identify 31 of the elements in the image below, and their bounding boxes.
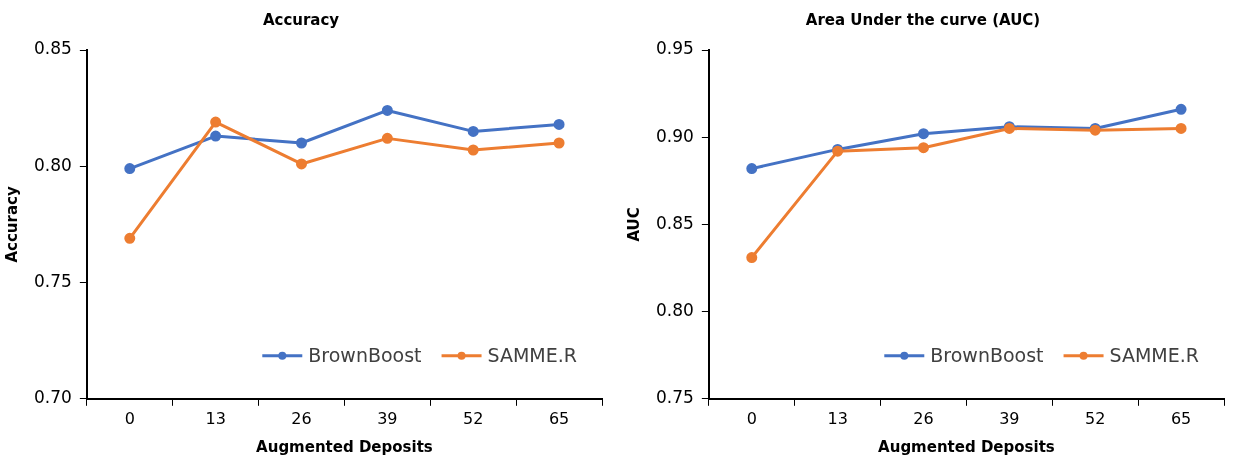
y-tick-label: 0.70 [33, 387, 72, 408]
x-tick-label: 26 [913, 408, 934, 428]
y-tick-label: 0.85 [33, 38, 72, 59]
y-tick-label: 0.80 [33, 154, 72, 175]
y-axis-title: Accuracy [2, 186, 21, 263]
x-tick-label: 65 [548, 408, 570, 428]
x-tick-label: 39 [999, 408, 1020, 428]
legend-label: BrownBoost [308, 343, 422, 366]
x-tick-label: 0 [746, 408, 757, 428]
legend-label: BrownBoost [930, 343, 1044, 366]
x-tick-label: 26 [291, 408, 312, 428]
y-tick-label: 0.75 [655, 387, 694, 408]
x-tick-label: 39 [377, 408, 398, 428]
y-tick-label: 0.80 [655, 300, 694, 321]
x-tick-label: 52 [463, 408, 484, 428]
x-axis-title: Augmented Deposits [878, 437, 1055, 456]
x-tick-label: 65 [1170, 408, 1192, 428]
y-tick-label: 0.95 [655, 38, 694, 59]
x-axis-title: Augmented Deposits [256, 437, 433, 456]
x-tick-label: 13 [827, 408, 848, 428]
y-tick-label: 0.75 [33, 270, 72, 291]
chart-title: Area Under the curve (AUC) [805, 10, 1041, 29]
y-axis-title: AUC [624, 207, 643, 242]
y-tick-label: 0.90 [655, 125, 694, 146]
legend-label: SAMME.R [1109, 343, 1200, 366]
x-tick-label: 0 [124, 408, 135, 428]
legend-label: SAMME.R [487, 343, 578, 366]
y-tick-label: 0.85 [655, 212, 694, 233]
x-tick-label: 52 [1085, 408, 1106, 428]
chart-title: Accuracy [262, 10, 340, 29]
x-tick-label: 13 [205, 408, 226, 428]
